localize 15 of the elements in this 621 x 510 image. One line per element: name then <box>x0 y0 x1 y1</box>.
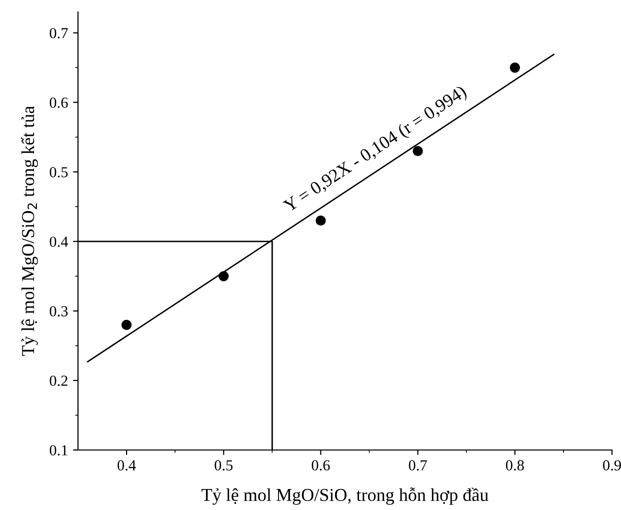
x-tick-label: 0.8 <box>506 460 524 471</box>
x-tick-label: 0.7 <box>408 460 427 471</box>
y-tick-label: 0.1 <box>50 445 68 456</box>
y-tick-label: 0.4 <box>50 236 68 247</box>
y-tick-label: 0.6 <box>50 98 68 108</box>
y-tick-label: 0.5 <box>50 167 68 178</box>
x-tick-label: 0.9 <box>603 460 621 471</box>
x-axis-title: Tỷ lệ mol MgO/SiO, trong hỗn hợp đầu <box>202 487 488 505</box>
x-tick-label: 0.4 <box>118 460 136 471</box>
y-tick-label: 0.7 <box>50 28 68 38</box>
x-tick-label: 0.6 <box>312 460 330 471</box>
y-tick-label: 0.3 <box>50 306 68 316</box>
x-tick-label: 0.5 <box>214 460 233 471</box>
y-axis-title: Tỷ lệ mol MgO/SiO$_{2}$ trong kết tủa <box>20 106 38 356</box>
y-tick-label: 0.2 <box>50 376 68 386</box>
